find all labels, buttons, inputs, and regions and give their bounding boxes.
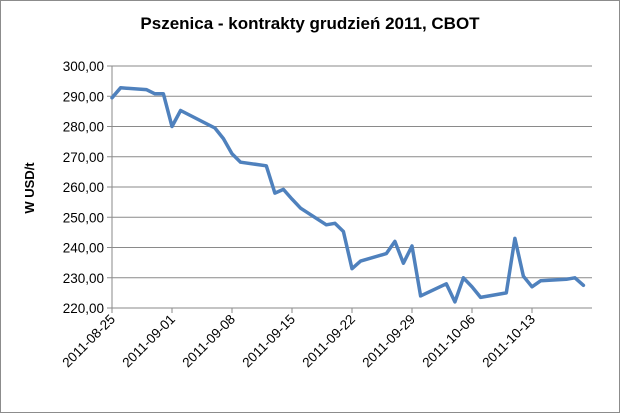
x-tick-label: 2011-10-13 [479, 312, 538, 371]
x-tick-label: 2011-09-15 [239, 312, 298, 371]
y-tick-label: 290,00 [63, 89, 104, 104]
x-tick-label: 2011-09-01 [119, 312, 178, 371]
chart-title: Pszenica - kontrakty grudzień 2011, CBOT [140, 14, 480, 33]
x-tick-label: 2011-09-22 [299, 312, 358, 371]
y-tick-label: 220,00 [63, 301, 104, 316]
x-tick-label: 2011-09-08 [179, 312, 238, 371]
x-tick-label: 2011-08-25 [59, 312, 118, 371]
y-tick-label: 300,00 [63, 59, 104, 74]
axis-layer [107, 65, 592, 313]
x-tick-label: 2011-10-06 [419, 312, 478, 371]
y-tick-label: 240,00 [63, 241, 104, 256]
y-tick-label: 260,00 [63, 180, 104, 195]
series-line [110, 86, 586, 304]
x-tick-labels: 2011-08-25 2011-09-01 2011-09-08 2011-09-15… [59, 312, 538, 371]
y-tick-label: 230,00 [63, 271, 104, 286]
y-tick-label: 250,00 [63, 210, 104, 225]
series-layer [110, 86, 586, 304]
y-tick-label: 280,00 [63, 120, 104, 135]
grid-layer [112, 65, 592, 309]
y-tick-labels: 220,00 230,00 240,00 250,00 260,00 270,00 280,… [63, 59, 104, 316]
x-tick-label: 2011-09-29 [359, 312, 418, 371]
y-tick-label: 270,00 [63, 150, 104, 165]
